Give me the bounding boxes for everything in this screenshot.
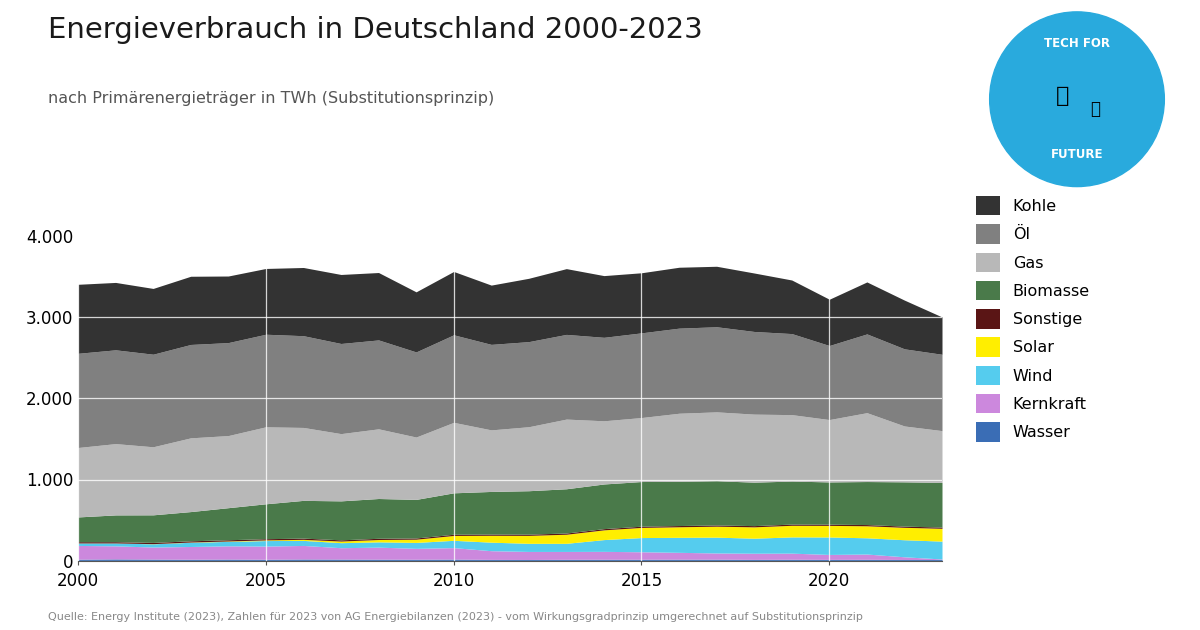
Text: 🌿: 🌿 bbox=[1091, 100, 1100, 118]
Text: Quelle: Energy Institute (2023), Zahlen für 2023 von AG Energiebilanzen (2023) -: Quelle: Energy Institute (2023), Zahlen … bbox=[48, 612, 863, 622]
Text: Energieverbrauch in Deutschland 2000-2023: Energieverbrauch in Deutschland 2000-202… bbox=[48, 16, 703, 43]
Text: 🔌: 🔌 bbox=[1056, 86, 1069, 105]
Circle shape bbox=[990, 12, 1164, 186]
Legend: Kohle, Öl, Gas, Biomasse, Sonstige, Solar, Wind, Kernkraft, Wasser: Kohle, Öl, Gas, Biomasse, Sonstige, Sola… bbox=[976, 196, 1090, 442]
Text: FUTURE: FUTURE bbox=[1051, 149, 1103, 161]
Text: nach Primärenergieträger in TWh (Substitutionsprinzip): nach Primärenergieträger in TWh (Substit… bbox=[48, 91, 494, 106]
Text: TECH FOR: TECH FOR bbox=[1044, 37, 1110, 50]
